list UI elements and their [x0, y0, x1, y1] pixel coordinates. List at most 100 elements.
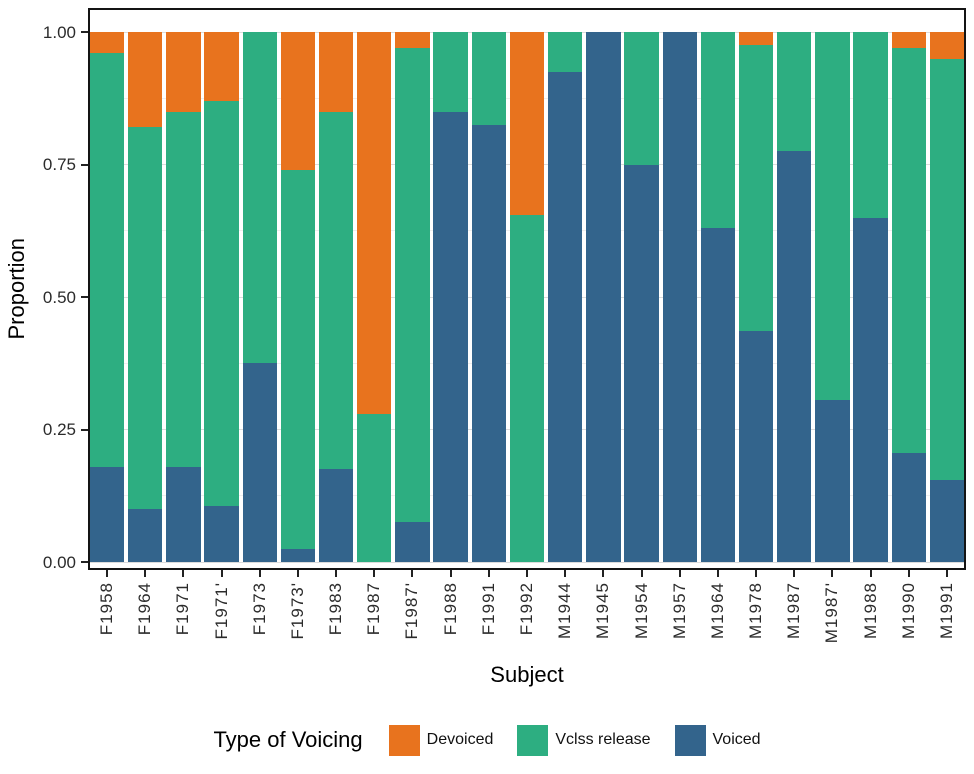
legend: Type of Voicing Devoiced Vclss release Voi… — [0, 712, 974, 768]
x-tick-label: F1973 — [249, 582, 269, 636]
legend-key-vclss-release: Vclss release — [517, 724, 651, 756]
y-tick-mark — [81, 31, 88, 33]
x-tick-label: M1957 — [669, 582, 689, 639]
bar-segment-devoiced — [891, 32, 926, 48]
bar-segment-voiced — [395, 522, 430, 562]
bar-segment-vclss-release — [242, 32, 277, 364]
bar-segment-devoiced — [128, 32, 163, 128]
bar-segment-voiced — [700, 228, 736, 562]
bar-segment-voiced — [204, 506, 239, 562]
bar-segment-voiced — [777, 151, 812, 562]
bar-segment-voiced — [242, 363, 277, 562]
bar-segment-voiced — [280, 548, 316, 562]
legend-key-voiced: Voiced — [674, 724, 761, 756]
plot-panel — [88, 8, 966, 570]
x-tick-label: M1988 — [860, 582, 880, 639]
x-tick-label: F1964 — [135, 582, 155, 636]
x-tick-mark — [296, 570, 299, 577]
y-tick-mark — [81, 561, 88, 563]
x-tick-mark — [945, 570, 948, 577]
x-tick-mark — [831, 570, 834, 577]
x-tick-mark — [373, 570, 376, 577]
bar-segment-vclss-release — [166, 111, 201, 467]
bar-segment-vclss-release — [280, 169, 316, 549]
x-tick-mark — [411, 570, 414, 577]
x-tick-mark — [106, 570, 109, 577]
bar-segment-voiced — [547, 71, 583, 562]
bar-segment-devoiced — [738, 32, 774, 46]
y-tick-label: 0.75 — [42, 155, 76, 174]
bar-segment-voiced — [929, 479, 965, 562]
bar-segment-devoiced — [395, 32, 430, 48]
bar-segment-vclss-release — [357, 413, 392, 562]
legend-label: Voiced — [712, 731, 761, 748]
y-tick-mark — [81, 296, 88, 298]
bar-segment-vclss-release — [318, 111, 354, 470]
bar-segment-vclss-release — [433, 32, 468, 112]
y-tick-label: 1.00 — [42, 22, 76, 42]
x-tick-mark — [678, 570, 681, 577]
y-tick-label: 0.25 — [42, 420, 76, 439]
bar-segment-voiced — [662, 32, 697, 562]
bar-segment-vclss-release — [929, 58, 965, 480]
x-tick-mark — [526, 570, 528, 577]
bar-segment-devoiced — [280, 32, 316, 170]
bar-segment-voiced — [318, 469, 354, 562]
x-tick-label: M1991 — [936, 582, 956, 639]
bar-segment-voiced — [815, 400, 850, 562]
x-tick-label: F1987' — [402, 582, 422, 640]
x-tick-mark — [258, 570, 261, 577]
x-tick-mark — [564, 570, 567, 577]
x-tick-label: M1978 — [746, 582, 766, 639]
x-tick-label: M1964 — [707, 582, 727, 639]
y-tick-label: 0.00 — [42, 552, 76, 572]
x-tick-mark — [907, 570, 910, 577]
bar-segment-devoiced — [89, 32, 125, 54]
x-tick-mark — [182, 570, 185, 577]
bar-segment-devoiced — [357, 32, 392, 414]
bar-segment-voiced — [433, 111, 468, 562]
y-tick-label: 0.50 — [42, 287, 76, 307]
x-tick-mark — [602, 570, 605, 577]
bar-segment-voiced — [166, 466, 201, 562]
y-tick-mark — [81, 428, 88, 431]
gridline-major — [88, 561, 966, 563]
bar-segment-devoiced — [509, 32, 545, 215]
x-tick-mark — [716, 570, 719, 577]
bar-segment-devoiced — [318, 32, 354, 112]
legend-label: Devoiced — [426, 731, 494, 748]
x-tick-mark — [487, 570, 490, 577]
x-tick-mark — [640, 570, 643, 577]
bar-segment-vclss-release — [471, 32, 506, 125]
legend-swatch-icon — [674, 724, 706, 756]
legend-swatch-icon — [517, 724, 549, 756]
x-tick-label: M1990 — [898, 582, 918, 639]
x-tick-label: M1954 — [631, 582, 651, 639]
x-tick-label: F1987 — [364, 582, 384, 636]
bar-segment-voiced — [853, 217, 888, 562]
legend-key-devoiced: Devoiced — [388, 724, 494, 756]
x-axis-title: Subject — [490, 662, 564, 687]
x-tick-label: F1992 — [517, 582, 536, 636]
bar-segment-vclss-release — [509, 214, 545, 562]
x-tick-label: F1958 — [97, 582, 117, 636]
bar-segment-vclss-release — [738, 45, 774, 332]
x-tick-mark — [449, 570, 452, 577]
x-tick-mark — [144, 570, 147, 577]
bar-segment-devoiced — [929, 32, 965, 59]
x-tick-label: F1971' — [211, 582, 231, 640]
legend-title: Type of Voicing — [213, 727, 363, 752]
x-tick-label: M1944 — [555, 582, 575, 639]
bar-segment-vclss-release — [89, 53, 125, 467]
bar-segment-voiced — [89, 466, 125, 562]
x-tick-label: M1987 — [784, 582, 804, 639]
x-tick-mark — [755, 570, 758, 577]
x-tick-mark — [869, 570, 872, 577]
x-tick-mark — [335, 570, 338, 577]
bar-segment-voiced — [586, 32, 621, 562]
legend-label: Vclss release — [555, 731, 651, 748]
x-tick-label: M1945 — [593, 582, 613, 639]
bar-segment-devoiced — [166, 32, 201, 112]
bar-segment-vclss-release — [853, 32, 888, 218]
